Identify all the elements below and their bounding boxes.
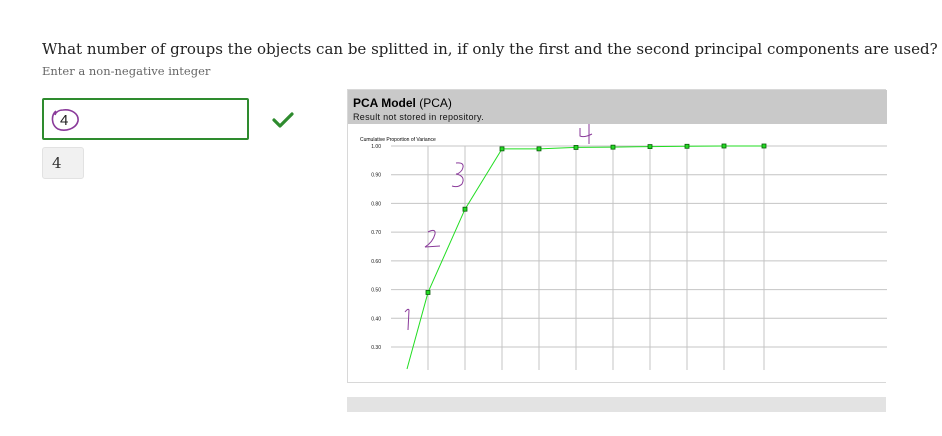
y-tick-label: 0.30 [371,345,381,351]
y-tick-label: 0.40 [371,316,381,322]
data-point [462,206,468,212]
pca-title-bold: PCA Model [353,96,416,110]
horizontal-scrollbar[interactable] [347,397,886,412]
data-point [573,145,579,150]
pca-title: PCA Model (PCA) [353,96,452,110]
answer-hint: Enter a non-negative integer [42,64,211,78]
chart-ylabel: Cumulative Proportion of Variance [360,137,436,143]
annotation-1 [404,308,410,331]
data-point [647,144,653,149]
annotation-4 [579,124,593,144]
data-point [684,143,690,149]
data-point [610,144,616,150]
data-point [425,290,431,295]
annotation-3 [451,162,464,188]
series-line [406,145,764,370]
data-point [499,146,505,152]
y-tick-label: 0.70 [371,230,381,236]
y-tick-label: 0.90 [371,173,381,179]
pca-model-panel: PCA Model (PCA) Result not stored in rep… [347,89,887,383]
correct-answer: 4 [42,147,84,179]
pca-subtitle: Result not stored in repository. [353,112,484,122]
question-text: What number of groups the objects can be… [42,40,938,58]
pca-title-rest: (PCA) [415,96,452,110]
data-point [721,143,727,149]
data-point [536,146,542,152]
data-point [761,143,767,149]
answer-field[interactable] [42,98,252,140]
check-icon [272,112,294,128]
y-tick-label: 1.00 [371,144,381,150]
annotation-2 [424,229,441,248]
answer-input[interactable] [48,104,252,136]
pca-header: PCA Model (PCA) Result not stored in rep… [348,90,887,124]
y-tick-label: 0.80 [371,201,381,207]
y-tick-label: 0.50 [371,288,381,294]
y-tick-label: 0.60 [371,259,381,265]
